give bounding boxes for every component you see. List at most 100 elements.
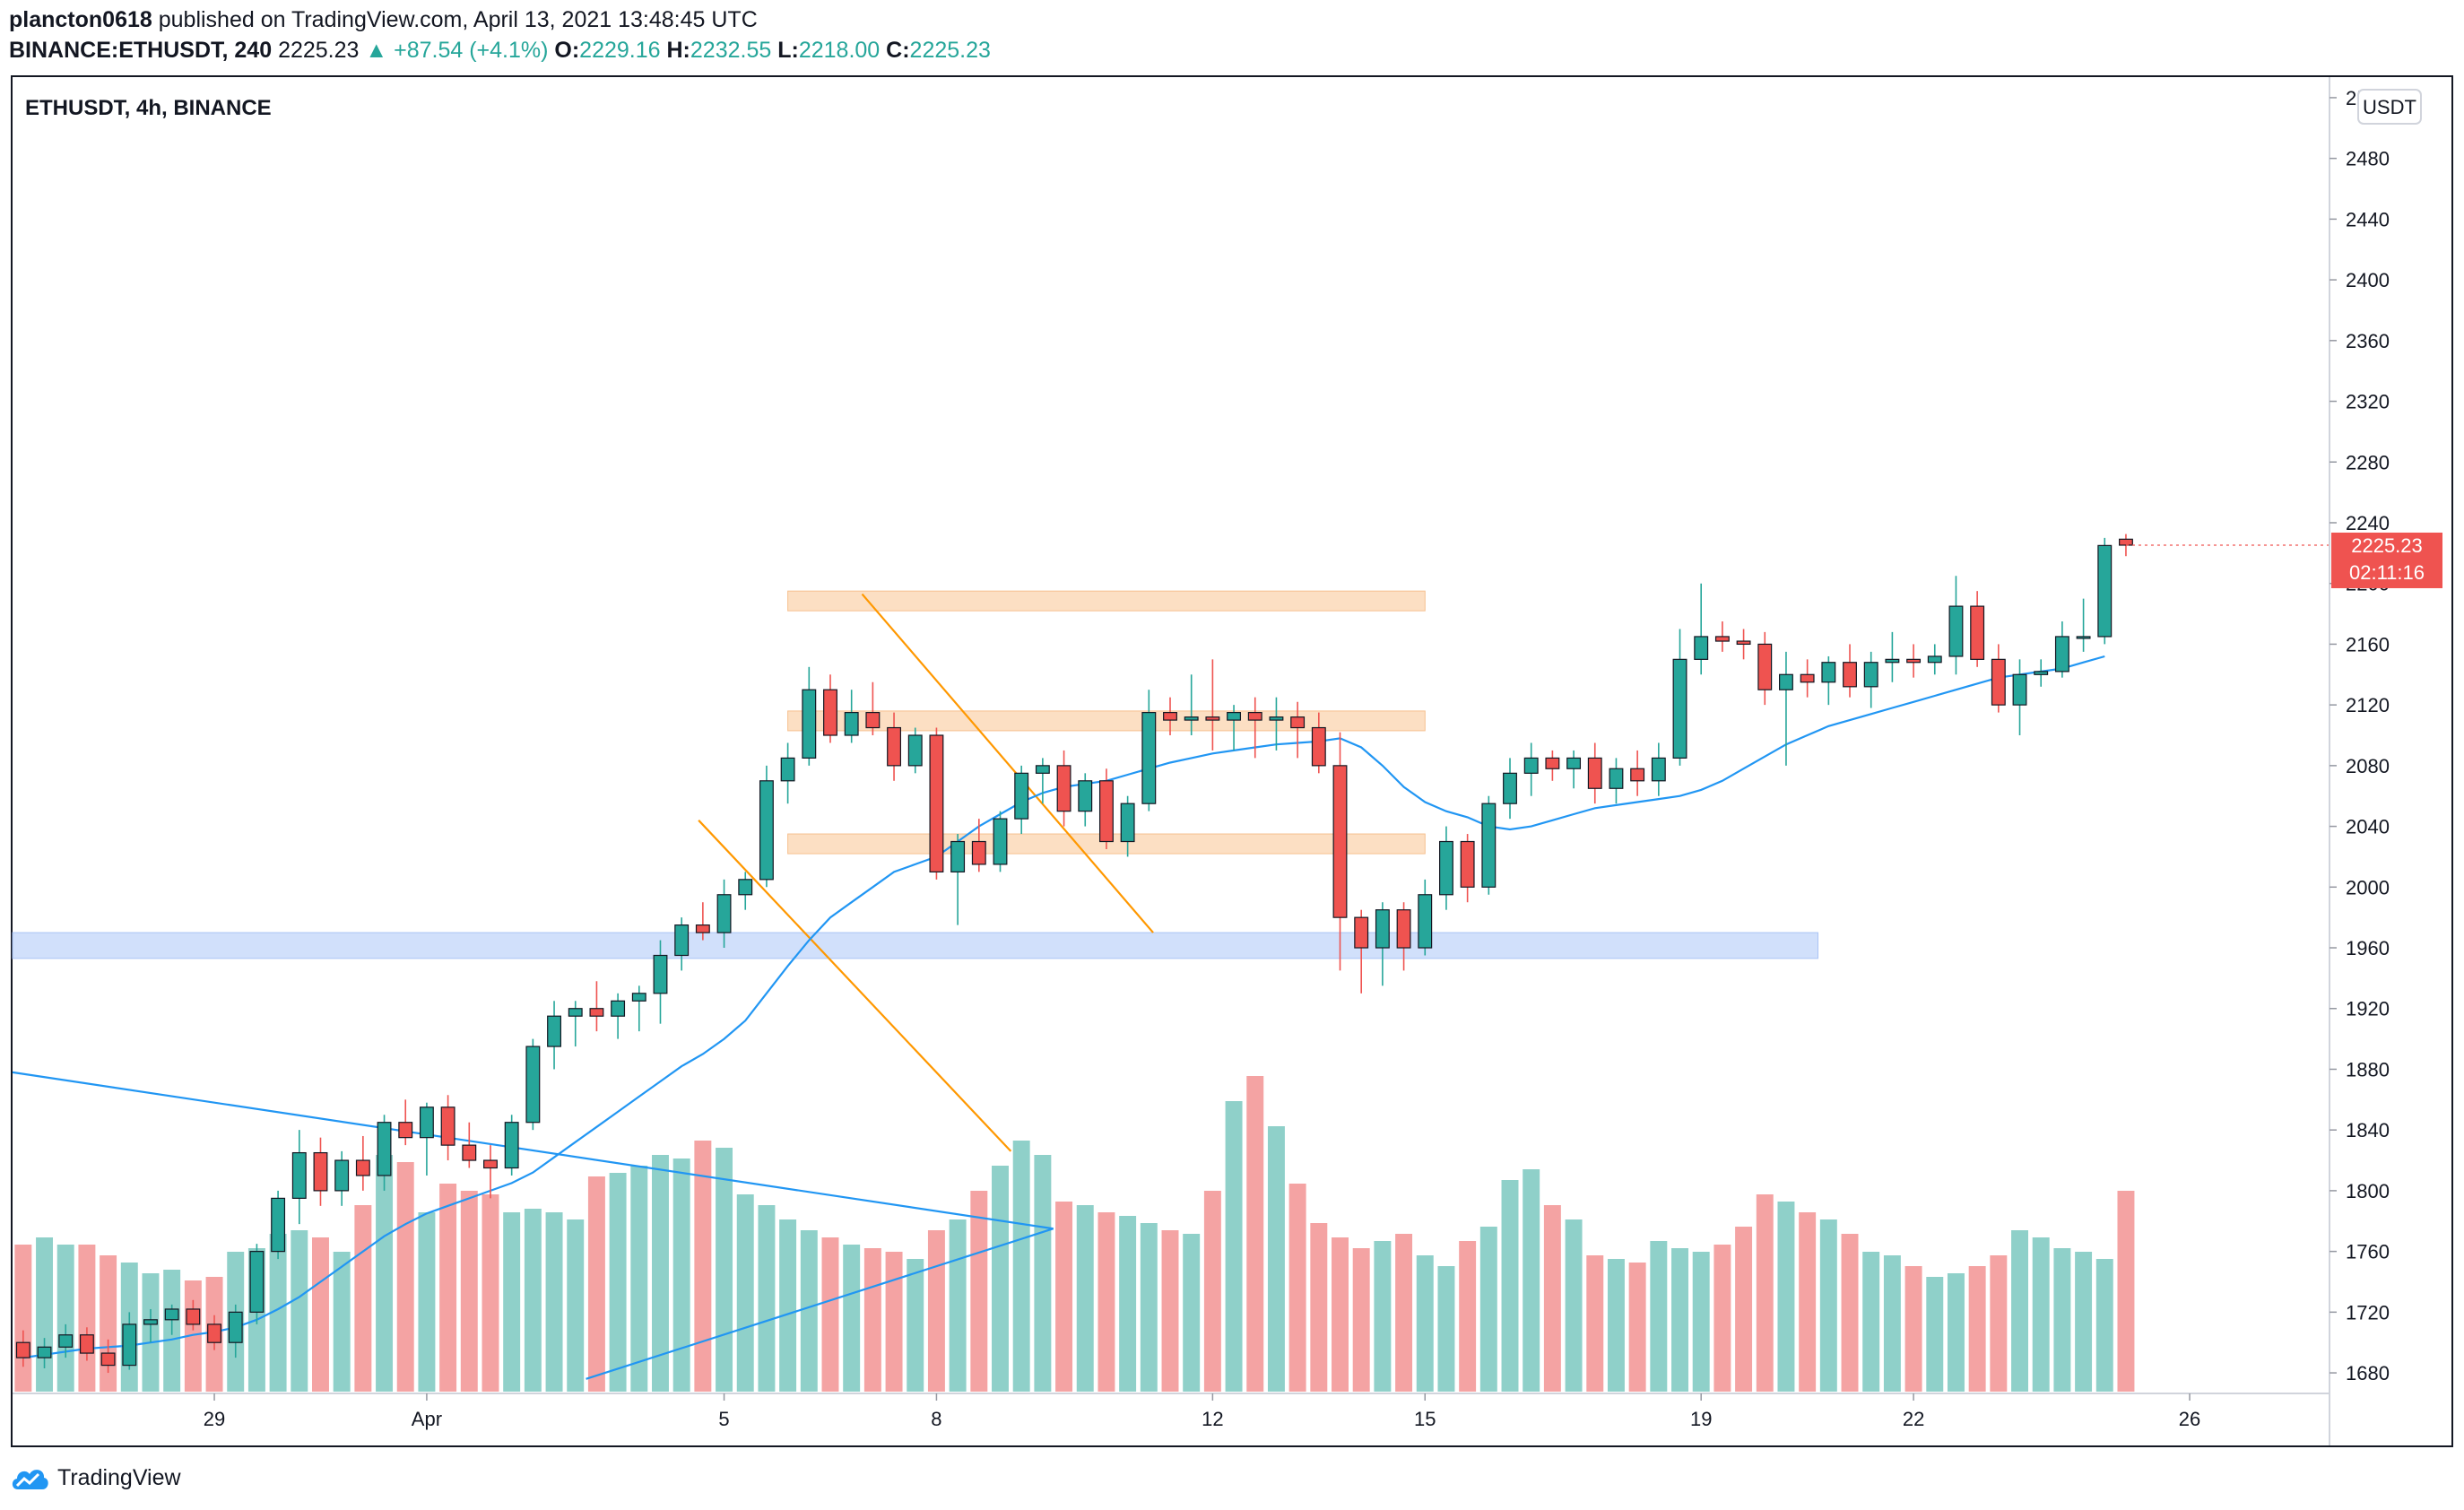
candle[interactable] [1545,750,1560,781]
candle[interactable] [547,1001,561,1070]
candle[interactable] [1948,576,1964,675]
candle[interactable] [1354,909,1369,994]
candle[interactable] [1098,768,1114,849]
candle[interactable] [377,1115,392,1191]
candle[interactable] [525,1038,541,1131]
candle[interactable] [462,1122,477,1168]
candle[interactable] [186,1299,201,1331]
channel-trendline[interactable] [861,593,1154,933]
candle[interactable] [1375,902,1390,986]
candle[interactable] [504,1115,519,1176]
candle[interactable] [1227,705,1242,751]
candle[interactable] [950,834,966,925]
candle[interactable] [355,1135,370,1191]
candle[interactable] [1885,631,1900,682]
candle[interactable] [2012,659,2027,735]
candle[interactable] [929,727,944,880]
price-chart[interactable]: 1680 1720 1760 1800 1840 1880 1920 1960 2000 2040… [0,0,2464,1453]
candles-layer[interactable] [15,534,2330,1374]
candle[interactable] [716,879,732,949]
candle[interactable] [440,1095,455,1161]
tradingview-logo[interactable]: TradingView [9,1460,181,1496]
candle[interactable] [802,666,817,766]
candle[interactable] [122,1312,137,1370]
candle[interactable] [865,681,881,735]
candle[interactable] [398,1099,413,1146]
candle[interactable] [1396,902,1411,971]
candle[interactable] [143,1308,158,1343]
candle[interactable] [1694,583,1709,675]
candle[interactable] [483,1145,498,1199]
candle[interactable] [1460,834,1475,903]
candle[interactable] [334,1150,350,1206]
channel-trendline[interactable] [698,820,1012,1152]
candle[interactable] [1609,758,1624,804]
candle[interactable] [1078,773,1093,827]
candle[interactable] [993,811,1008,872]
currency-button[interactable]: USDT [2357,89,2422,125]
candle[interactable] [695,902,710,941]
candle[interactable] [58,1323,74,1358]
candle[interactable] [79,1327,94,1361]
candle[interactable] [1757,631,1773,706]
candle[interactable] [1332,732,1348,971]
candle[interactable] [1205,659,1220,751]
candle[interactable] [1906,644,1922,678]
candle[interactable] [2034,659,2049,687]
candle[interactable] [631,985,646,1032]
candle[interactable] [844,690,859,743]
candle[interactable] [589,981,604,1032]
candle[interactable] [1184,674,1199,735]
time-axis[interactable]: 29 Apr 5 8 12 15 19 22 26 [204,1393,2200,1430]
candle[interactable] [1141,690,1157,811]
candle[interactable] [1056,750,1071,827]
candle[interactable] [1523,742,1539,796]
candle[interactable] [1651,742,1666,796]
candle[interactable] [228,1304,243,1358]
price-axis[interactable]: 1680 1720 1760 1800 1840 1880 1920 1960 2000 2040… [2330,87,2390,1384]
candle[interactable] [15,1330,30,1367]
candle[interactable] [164,1304,179,1335]
candle[interactable] [249,1244,265,1324]
candle[interactable] [1587,742,1602,804]
candle[interactable] [1418,879,1433,956]
candle[interactable] [1439,826,1453,910]
candle[interactable] [759,765,774,888]
candle[interactable] [1863,651,1878,708]
candle[interactable] [1821,655,1836,706]
candle[interactable] [1970,591,1985,667]
candle[interactable] [823,674,837,743]
candle[interactable] [1035,758,1050,804]
candle[interactable] [37,1338,52,1368]
chart-frame[interactable] [11,75,2453,1447]
candle[interactable] [2076,598,2091,652]
candle[interactable] [1481,795,1497,895]
candle[interactable] [207,1315,221,1350]
candle[interactable] [674,917,690,971]
candle[interactable] [1630,750,1645,796]
candle[interactable] [738,872,753,910]
candle[interactable] [1247,697,1262,759]
trendlines-layer[interactable] [12,593,1154,1380]
resistance-zone[interactable] [787,710,1426,732]
candle[interactable] [1290,701,1306,759]
candle[interactable] [1991,644,2006,713]
support-zone[interactable] [12,932,1818,959]
candle[interactable] [971,819,986,872]
candle[interactable] [1672,629,1687,766]
candle[interactable] [907,727,923,774]
candle[interactable] [1566,750,1582,789]
candle[interactable] [653,940,668,1024]
candle[interactable] [1736,629,1751,660]
candle[interactable] [1163,697,1177,735]
resistance-zone[interactable] [787,590,1426,612]
candle[interactable] [313,1137,328,1206]
candle[interactable] [780,742,795,804]
candle[interactable] [2097,537,2113,645]
candle[interactable] [1269,697,1284,751]
candle[interactable] [1311,712,1326,774]
triangle-trendline[interactable] [12,1071,1054,1230]
author-name[interactable]: plancton0618 [9,7,152,32]
candle[interactable] [1843,644,1857,698]
candle[interactable] [568,1001,583,1047]
